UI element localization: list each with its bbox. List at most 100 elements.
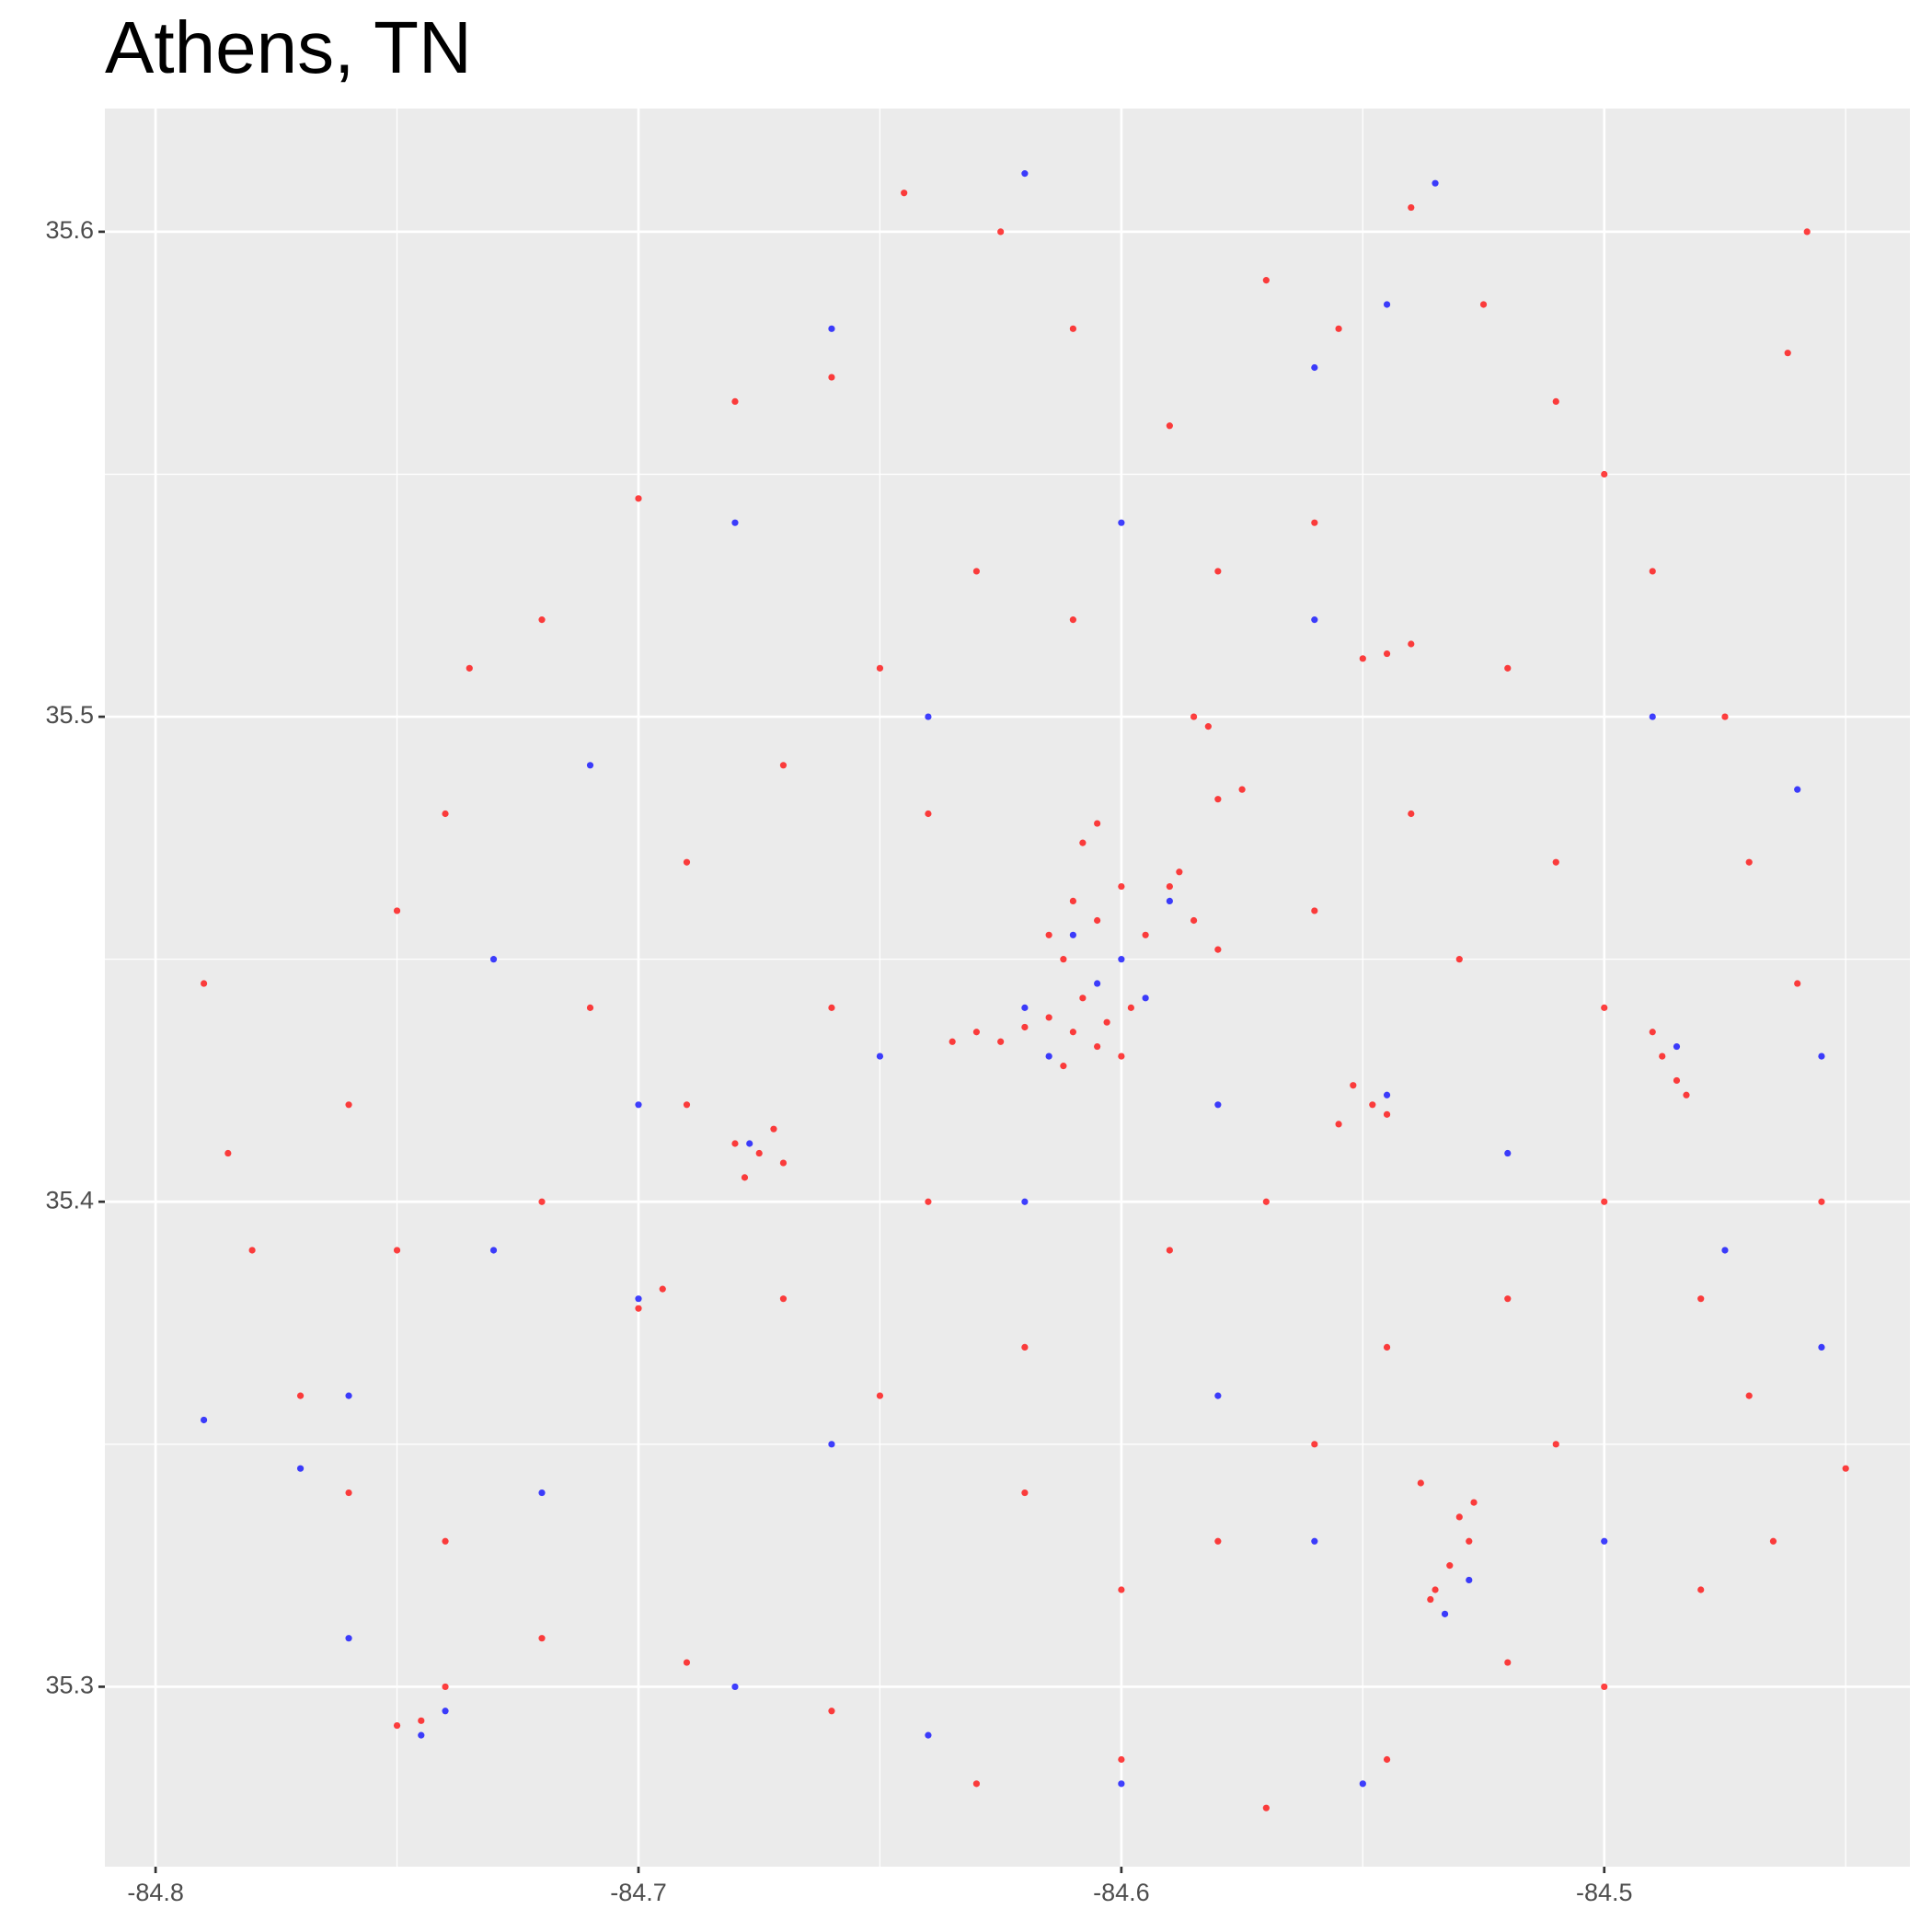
point [1311, 616, 1318, 624]
point [731, 519, 739, 526]
x-tick-label: -84.6 [1093, 1879, 1150, 1906]
point [1021, 1004, 1029, 1011]
point [925, 1731, 932, 1739]
point [1142, 931, 1149, 938]
point [1060, 956, 1067, 963]
point [1094, 1042, 1101, 1051]
point [1794, 786, 1801, 793]
point [1166, 882, 1173, 891]
point [538, 1198, 546, 1205]
point [442, 1683, 449, 1691]
point [224, 1149, 232, 1157]
point [1504, 1659, 1512, 1666]
point [1383, 1110, 1391, 1118]
point [1470, 1499, 1478, 1506]
point [1842, 1465, 1849, 1472]
point [1601, 470, 1608, 478]
point [1683, 1091, 1690, 1098]
point [1601, 1198, 1608, 1205]
point [1408, 640, 1415, 648]
point [1094, 980, 1101, 987]
point [1601, 1004, 1608, 1011]
point [1142, 995, 1149, 1002]
point [1166, 422, 1173, 430]
point [1079, 995, 1087, 1002]
point [746, 1140, 753, 1147]
point [1176, 868, 1183, 876]
point [393, 907, 401, 914]
point [972, 1780, 981, 1788]
y-tick-label: 35.3 [45, 1672, 94, 1699]
point [828, 1004, 835, 1011]
point [997, 228, 1005, 236]
point [538, 616, 546, 624]
point [1021, 1489, 1029, 1497]
point [1383, 1343, 1391, 1351]
point [1818, 1198, 1825, 1205]
point [1311, 1537, 1318, 1545]
point [683, 1101, 691, 1109]
point [1673, 1042, 1681, 1051]
point [997, 1038, 1005, 1045]
point [1383, 1091, 1391, 1098]
point [1794, 980, 1801, 987]
y-tick-label: 35.6 [45, 216, 94, 244]
point [1045, 931, 1052, 938]
point [1262, 277, 1270, 284]
point [1504, 1149, 1512, 1157]
point [201, 1416, 208, 1424]
point [248, 1247, 256, 1254]
point [1021, 1023, 1029, 1031]
point [296, 1392, 305, 1399]
point [1466, 1537, 1473, 1545]
point [1697, 1586, 1705, 1593]
point [1673, 1076, 1681, 1085]
point [1455, 1513, 1463, 1521]
point [1601, 1683, 1608, 1691]
point [489, 1247, 498, 1254]
point [741, 1174, 749, 1181]
point [1479, 301, 1488, 308]
point [925, 810, 932, 818]
point [489, 956, 498, 963]
point [1060, 1063, 1067, 1070]
point [1659, 1052, 1666, 1060]
point [1045, 1014, 1052, 1021]
point [393, 1247, 401, 1254]
point [1441, 1610, 1449, 1617]
point [1803, 228, 1811, 236]
point [1021, 1198, 1029, 1205]
point [1214, 1101, 1222, 1109]
point [1262, 1198, 1270, 1205]
point [828, 1708, 835, 1715]
point [1118, 519, 1125, 526]
point [1118, 882, 1125, 891]
point [1166, 897, 1173, 904]
point [1818, 1343, 1825, 1351]
point [1335, 325, 1342, 332]
point [1094, 820, 1101, 827]
point [1118, 1755, 1125, 1764]
point [1214, 796, 1222, 803]
point [1649, 568, 1656, 575]
point [442, 1708, 449, 1715]
point [1649, 713, 1656, 720]
point [1552, 858, 1559, 866]
point [586, 1004, 594, 1011]
point [1069, 897, 1076, 904]
point [659, 1285, 666, 1293]
point [925, 1198, 932, 1205]
point [1214, 568, 1222, 575]
point [1552, 397, 1559, 406]
point [1446, 1562, 1454, 1570]
point [1432, 179, 1439, 187]
point [1118, 1780, 1125, 1788]
point [1369, 1101, 1376, 1109]
point [1383, 650, 1391, 658]
point [1190, 916, 1198, 925]
point [1262, 1804, 1270, 1811]
point [1383, 301, 1391, 308]
point [876, 1392, 884, 1399]
